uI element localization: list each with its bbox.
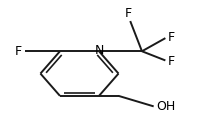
- Text: F: F: [167, 55, 174, 68]
- Text: F: F: [167, 31, 174, 44]
- Text: F: F: [125, 7, 132, 20]
- Text: N: N: [94, 44, 104, 57]
- Text: F: F: [15, 45, 22, 58]
- Text: OH: OH: [157, 100, 176, 113]
